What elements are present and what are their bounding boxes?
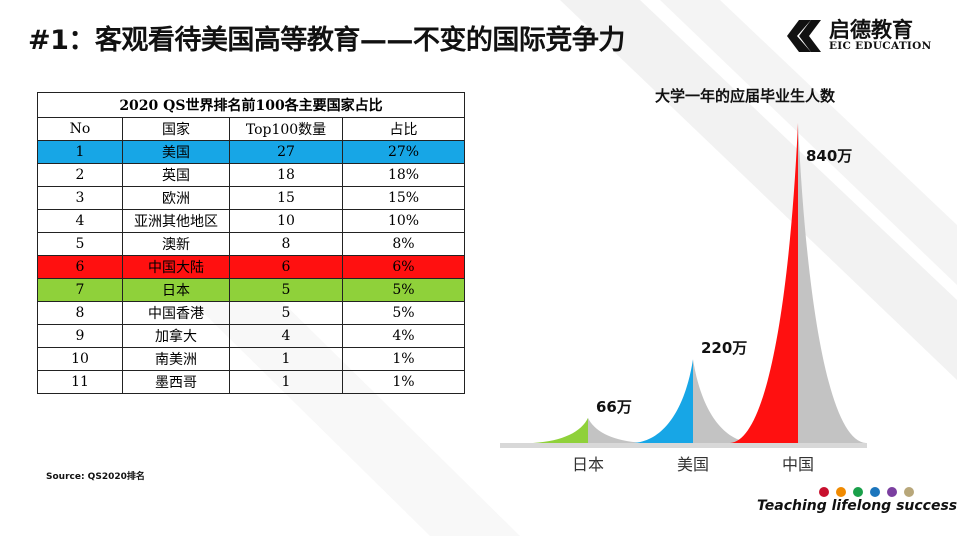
footer-dot xyxy=(853,487,863,497)
value-label: 840万 xyxy=(806,147,852,165)
cell-share: 10% xyxy=(342,209,465,233)
bar-2 xyxy=(730,123,798,443)
cell-country: 南美洲 xyxy=(122,347,230,371)
cell-no: 1 xyxy=(37,140,123,164)
logo-name-en: EIC EDUCATION xyxy=(829,40,932,52)
cell-no: 8 xyxy=(37,301,123,325)
bar-shadow-2 xyxy=(798,123,866,443)
footer-dot xyxy=(870,487,880,497)
cell-country: 中国香港 xyxy=(122,301,230,325)
table-row: 9 加拿大 4 4% xyxy=(37,324,465,348)
cell-no: 6 xyxy=(37,255,123,279)
cell-share: 18% xyxy=(342,163,465,187)
chart-baseline xyxy=(500,443,867,448)
cell-no: 9 xyxy=(37,324,123,348)
table-row: 6 中国大陆 6 6% xyxy=(37,255,465,279)
tagline: Teaching lifelong success xyxy=(757,498,957,514)
cell-country: 英国 xyxy=(122,163,230,187)
cell-country: 欧洲 xyxy=(122,186,230,210)
table-row: 5 澳新 8 8% xyxy=(37,232,465,256)
cell-no: 7 xyxy=(37,278,123,302)
bar-0 xyxy=(533,417,588,443)
table-row: 1 美国 27 27% xyxy=(37,140,465,164)
cell-count: 27 xyxy=(229,140,343,164)
table-row: 2 英国 18 18% xyxy=(37,163,465,187)
footer-dot xyxy=(904,487,914,497)
cell-count: 8 xyxy=(229,232,343,256)
chart-title: 大学一年的应届毕业生人数 xyxy=(655,87,836,105)
table-row: 7 日本 5 5% xyxy=(37,278,465,302)
cell-share: 1% xyxy=(342,370,465,394)
cell-count: 5 xyxy=(229,301,343,325)
cell-count: 4 xyxy=(229,324,343,348)
cell-share: 15% xyxy=(342,186,465,210)
cell-no: 11 xyxy=(37,370,123,394)
eic-logo-icon xyxy=(787,20,821,52)
cell-country: 亚洲其他地区 xyxy=(122,209,230,233)
cell-count: 1 xyxy=(229,370,343,394)
table-row: 11 墨西哥 1 1% xyxy=(37,370,465,394)
cell-share: 27% xyxy=(342,140,465,164)
cell-share: 8% xyxy=(342,232,465,256)
category-label: 美国 xyxy=(677,455,709,474)
source-note: Source: QS2020排名 xyxy=(46,472,145,482)
cell-share: 1% xyxy=(342,347,465,371)
bar-1 xyxy=(633,359,693,443)
cell-count: 15 xyxy=(229,186,343,210)
table-header-row: No 国家 Top100数量 占比 xyxy=(37,117,465,141)
table-row: 8 中国香港 5 5% xyxy=(37,301,465,325)
header-share: 占比 xyxy=(342,117,465,141)
cell-country: 澳新 xyxy=(122,232,230,256)
cell-no: 4 xyxy=(37,209,123,233)
footer-dot xyxy=(836,487,846,497)
footer-dot xyxy=(819,487,829,497)
table-row: 3 欧洲 15 15% xyxy=(37,186,465,210)
cell-count: 10 xyxy=(229,209,343,233)
header-country: 国家 xyxy=(122,117,230,141)
cell-count: 18 xyxy=(229,163,343,187)
cell-country: 美国 xyxy=(122,140,230,164)
cell-country: 加拿大 xyxy=(122,324,230,348)
table-row: 10 南美洲 1 1% xyxy=(37,347,465,371)
header-count: Top100数量 xyxy=(229,117,343,141)
ranking-table: 2020 QS世界排名前100各主要国家占比 No 国家 Top100数量 占比… xyxy=(37,92,465,394)
logo-name-cn: 启德教育 xyxy=(829,18,913,42)
cell-share: 6% xyxy=(342,255,465,279)
cell-country: 日本 xyxy=(122,278,230,302)
cell-count: 6 xyxy=(229,255,343,279)
cell-share: 5% xyxy=(342,301,465,325)
table-row: 4 亚洲其他地区 10 10% xyxy=(37,209,465,233)
cell-no: 10 xyxy=(37,347,123,371)
cell-no: 2 xyxy=(37,163,123,187)
footer-dots xyxy=(819,482,921,497)
bar-shadow-1 xyxy=(693,359,753,443)
cell-country: 墨西哥 xyxy=(122,370,230,394)
company-logo: 启德教育 EIC EDUCATION xyxy=(785,14,945,60)
cell-share: 4% xyxy=(342,324,465,348)
cell-no: 5 xyxy=(37,232,123,256)
cell-share: 5% xyxy=(342,278,465,302)
category-label: 中国 xyxy=(782,455,814,474)
cell-count: 5 xyxy=(229,278,343,302)
bar-shadow-0 xyxy=(588,417,643,443)
footer-dot xyxy=(887,487,897,497)
cell-no: 3 xyxy=(37,186,123,210)
value-label: 66万 xyxy=(596,398,632,416)
category-label: 日本 xyxy=(572,455,604,474)
header-no: No xyxy=(37,117,123,141)
slide-title: #1：客观看待美国高等教育——不变的国际竞争力 xyxy=(28,25,625,56)
value-label: 220万 xyxy=(701,339,747,357)
cell-count: 1 xyxy=(229,347,343,371)
cell-country: 中国大陆 xyxy=(122,255,230,279)
table-caption: 2020 QS世界排名前100各主要国家占比 xyxy=(37,92,465,118)
